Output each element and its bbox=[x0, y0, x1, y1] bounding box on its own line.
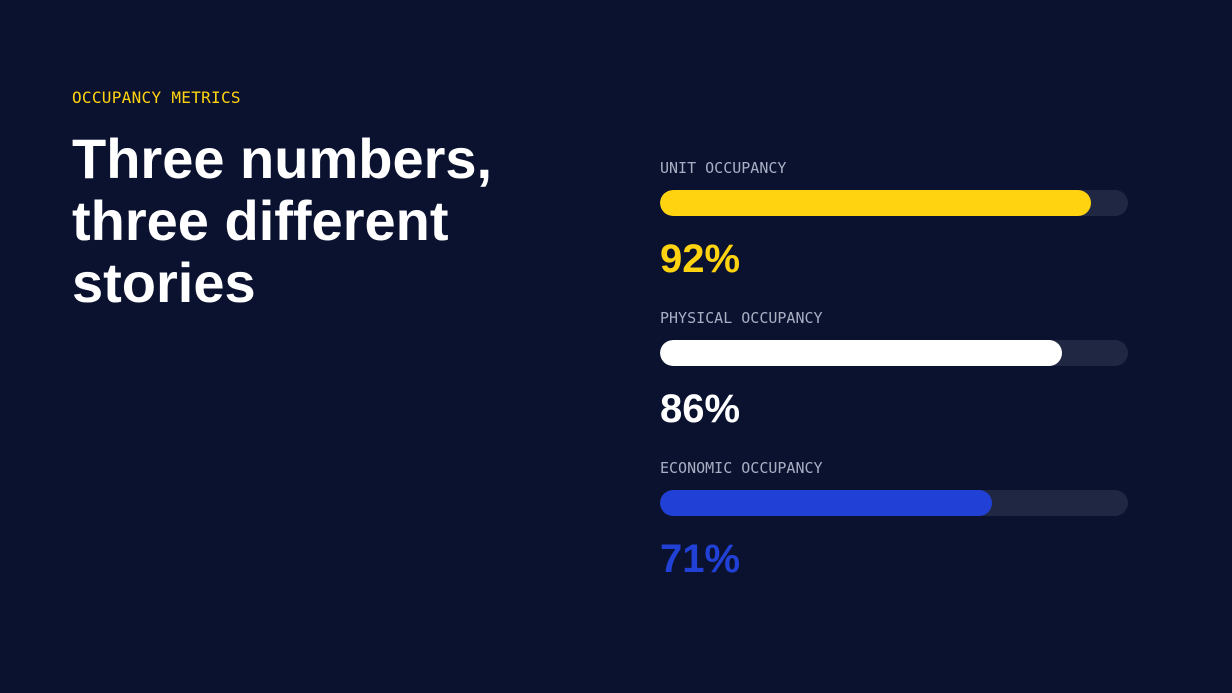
metric-value: 71% bbox=[660, 537, 741, 581]
bar-track bbox=[660, 340, 1128, 366]
bar-track bbox=[660, 490, 1128, 516]
metric-economic-occupancy: ECONOMIC OCCUPANCY 71% bbox=[660, 458, 1128, 608]
bar-fill bbox=[660, 190, 1091, 216]
bar-fill bbox=[660, 340, 1063, 366]
metric-label: PHYSICAL OCCUPANCY bbox=[660, 309, 823, 327]
metric-physical-occupancy: PHYSICAL OCCUPANCY 86% bbox=[660, 308, 1128, 458]
metric-label: ECONOMIC OCCUPANCY bbox=[660, 459, 823, 477]
page-title: Three numbers, three different stories bbox=[72, 127, 493, 314]
metric-value: 92% bbox=[660, 237, 741, 281]
metric-unit-occupancy: UNIT OCCUPANCY 92% bbox=[660, 158, 1128, 308]
bar-fill bbox=[660, 490, 993, 516]
eyebrow-label: OCCUPANCY METRICS bbox=[72, 88, 241, 107]
occupancy-bar-chart: UNIT OCCUPANCY 92% PHYSICAL OCCUPANCY 86… bbox=[660, 158, 1128, 608]
bar-track bbox=[660, 190, 1128, 216]
metric-label: UNIT OCCUPANCY bbox=[660, 159, 787, 177]
metric-value: 86% bbox=[660, 387, 741, 431]
